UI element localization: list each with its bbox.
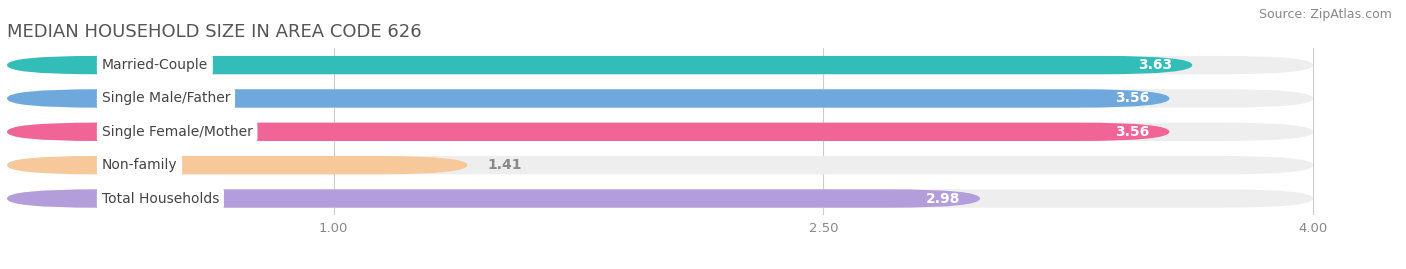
Text: Non-family: Non-family	[101, 158, 177, 172]
Text: Source: ZipAtlas.com: Source: ZipAtlas.com	[1258, 8, 1392, 21]
Text: 3.56: 3.56	[1115, 91, 1150, 105]
FancyBboxPatch shape	[7, 189, 980, 208]
FancyBboxPatch shape	[7, 89, 1313, 108]
Text: Single Male/Father: Single Male/Father	[101, 91, 231, 105]
Text: MEDIAN HOUSEHOLD SIZE IN AREA CODE 626: MEDIAN HOUSEHOLD SIZE IN AREA CODE 626	[7, 23, 422, 41]
FancyBboxPatch shape	[7, 56, 1192, 74]
FancyBboxPatch shape	[7, 56, 1313, 74]
Text: 3.63: 3.63	[1139, 58, 1173, 72]
FancyBboxPatch shape	[7, 156, 1313, 174]
Text: Total Households: Total Households	[101, 192, 219, 206]
FancyBboxPatch shape	[7, 123, 1170, 141]
FancyBboxPatch shape	[7, 156, 467, 174]
Text: 2.98: 2.98	[927, 192, 960, 206]
Text: 3.56: 3.56	[1115, 125, 1150, 139]
Text: Single Female/Mother: Single Female/Mother	[101, 125, 253, 139]
FancyBboxPatch shape	[7, 123, 1313, 141]
FancyBboxPatch shape	[7, 189, 1313, 208]
Text: Married-Couple: Married-Couple	[101, 58, 208, 72]
Text: 1.41: 1.41	[486, 158, 522, 172]
FancyBboxPatch shape	[7, 89, 1170, 108]
